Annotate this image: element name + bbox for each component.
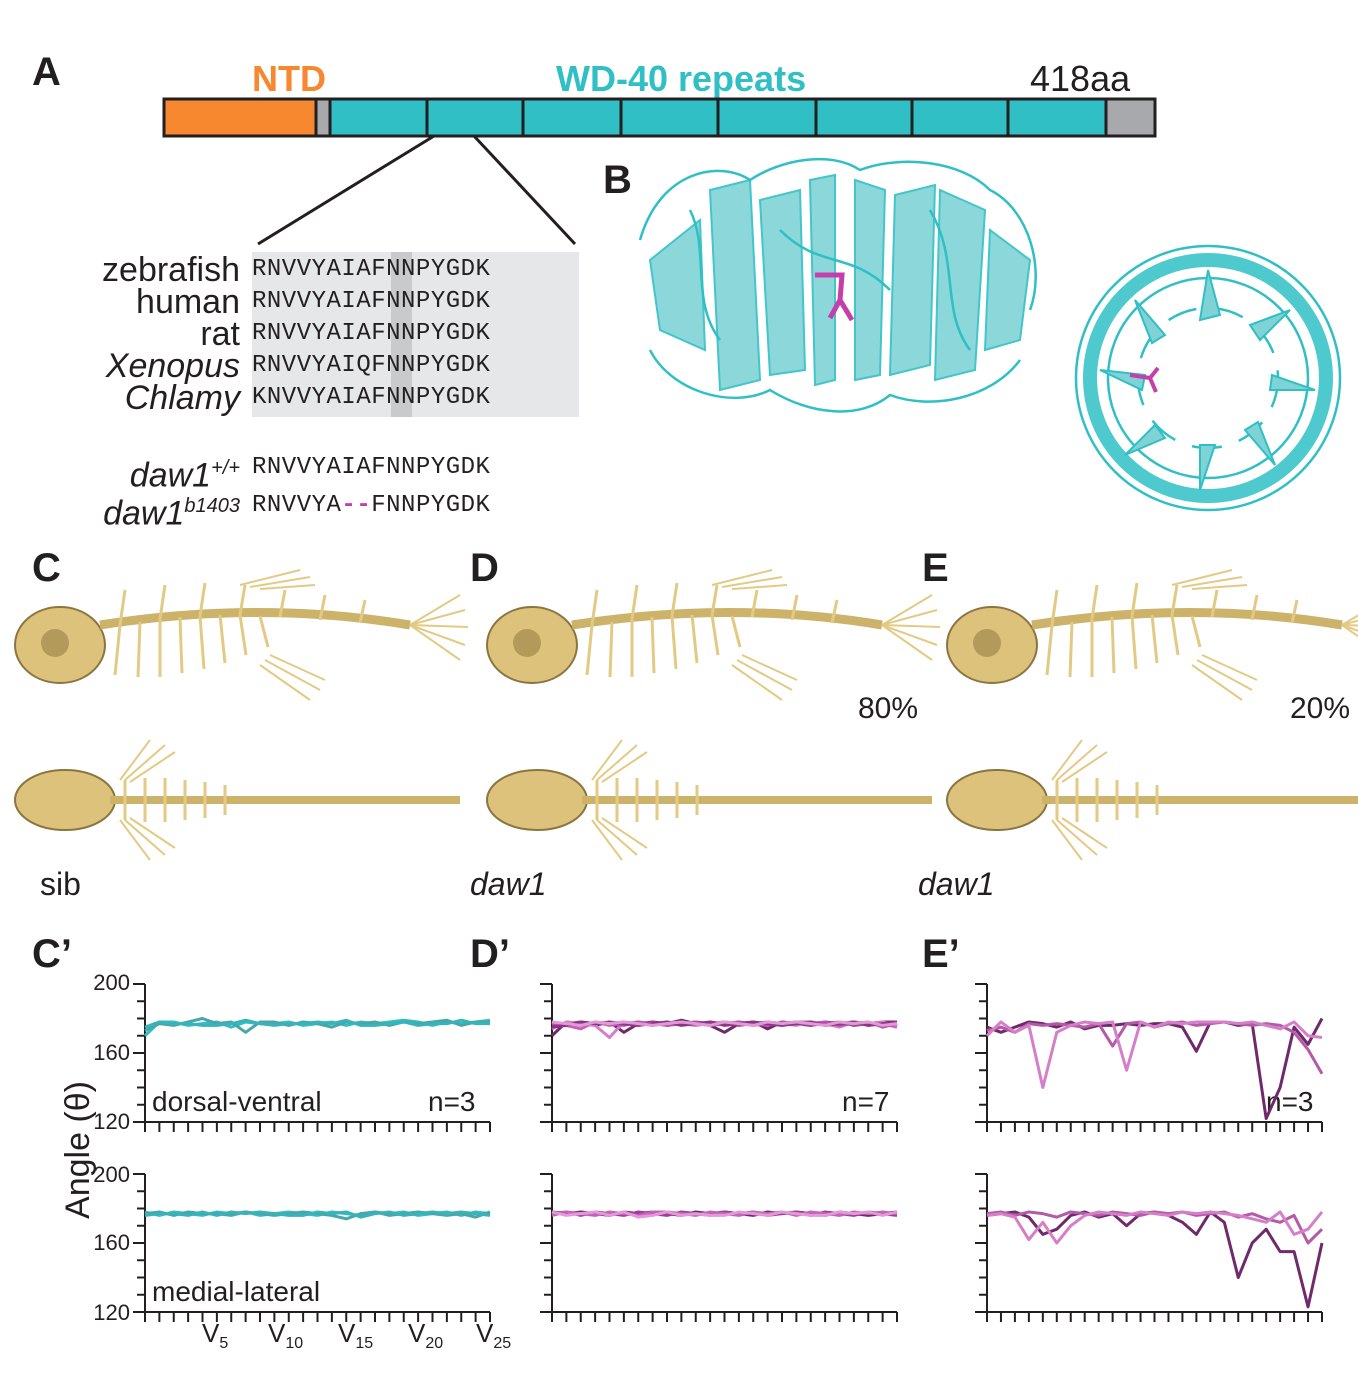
species-label: Chlamy: [124, 379, 240, 417]
protein-length-label: 418aa: [1030, 58, 1131, 99]
protein-structure-top-view: [1074, 244, 1342, 512]
genotype-label: daw1+/+: [10, 452, 240, 492]
wildtype-sequence: RNVVYAIAFNNPYGDK: [252, 454, 491, 481]
series-line-1: [144, 1017, 490, 1034]
d-percentage: 80%: [858, 692, 919, 725]
series-line-5: [551, 1020, 898, 1029]
row-label-dorsal-ventral: dorsal-ventral: [152, 1086, 322, 1117]
linker-domain: [316, 99, 330, 136]
series-line-2: [551, 1210, 898, 1217]
zoom-line-left: [257, 134, 435, 246]
allele-superscript: +/+: [211, 457, 240, 479]
x-tick-label-v25: V25: [476, 1318, 511, 1353]
species-label: zebrafish: [102, 251, 240, 289]
series-line-3: [551, 1210, 898, 1219]
ntd-domain: [164, 99, 316, 136]
gene-name: daw1: [103, 494, 185, 533]
y-tick-label: 160: [93, 1230, 130, 1255]
tick-sub: 25: [493, 1335, 512, 1353]
series-line-0: [986, 1017, 1324, 1121]
tick-main: V: [476, 1318, 494, 1348]
y-tick-label: 160: [93, 1040, 130, 1065]
series-line-2: [986, 1210, 1324, 1245]
species-label: human: [136, 283, 240, 321]
mutant-residue-side: [815, 272, 855, 322]
y-tick-label: 200: [93, 970, 130, 995]
panel-label-a: A: [32, 50, 61, 94]
x-tick-label-v20: V20: [408, 1318, 443, 1353]
tick-sub: 15: [355, 1335, 374, 1353]
zoom-line-right: [472, 134, 577, 246]
tick-main: V: [202, 1318, 220, 1348]
x-tick-label-v10: V10: [268, 1318, 303, 1353]
sequence: KNVVYAIAFNNPYGDK: [252, 384, 491, 411]
variable-column-shade: [391, 252, 412, 417]
y-tick-label: 200: [93, 1162, 130, 1187]
y-tick-label: 120: [93, 1109, 130, 1134]
y-tick-label: 120: [93, 1300, 130, 1325]
allele-superscript: b1403: [184, 495, 240, 517]
sequence: RNVVYAIAFNNPYGDK: [252, 256, 491, 283]
c-terminal-domain: [1106, 99, 1155, 136]
tick-sub: 10: [285, 1335, 304, 1353]
mutant-sequence: RNVVYA--FNNPYGDK: [252, 490, 490, 524]
n-label-c: n=3: [428, 1086, 476, 1117]
panel-label-c-prime: C’: [32, 932, 72, 976]
panel-label-e-prime: E’: [922, 932, 960, 976]
series-line-0: [986, 1210, 1324, 1309]
species-label: Xenopus: [105, 347, 240, 385]
tick-sub: 20: [425, 1335, 444, 1353]
e-genotype-label: daw1: [918, 866, 995, 902]
alignment-shade: [252, 252, 579, 417]
series-line-6: [551, 1020, 898, 1027]
d-genotype-label: daw1: [470, 866, 547, 902]
tick-sub: 5: [219, 1335, 229, 1353]
protein-structure-side-view: [638, 157, 1037, 413]
species-label: rat: [200, 315, 240, 353]
panel-label-d-prime: D’: [470, 932, 510, 976]
genotype-label: daw1b1403: [10, 490, 240, 530]
panel-label-b: B: [603, 158, 632, 202]
sequence: RNVVYAIAFNNPYGDK: [252, 288, 491, 315]
mutant-residue-top: [1129, 366, 1160, 393]
series-line-2: [985, 1020, 1323, 1089]
n-label-d: n=7: [842, 1086, 890, 1117]
x-tick-label-v5: V5: [202, 1318, 228, 1353]
mutant-alignment: daw1+/+ RNVVYAIAFNNPYGDK daw1b1403 RNVVY…: [10, 452, 491, 530]
series-line-1: [551, 1210, 898, 1217]
x-tick-label-v15: V15: [338, 1318, 373, 1353]
seq-part: RNVVYA: [252, 492, 342, 519]
series-line-2: [144, 1018, 490, 1029]
series-line-1: [986, 1210, 1324, 1245]
gene-name: daw1: [129, 456, 212, 495]
sequence: RNVVYAIAFNNPYGDK: [252, 320, 491, 347]
panel-label-d: D: [470, 546, 499, 590]
tick-main: V: [408, 1318, 426, 1348]
tick-main: V: [268, 1318, 286, 1348]
wd40-label: WD-40 repeats: [556, 58, 807, 99]
e-percentage: 20%: [1290, 692, 1351, 725]
panel-label-e: E: [922, 546, 949, 590]
tick-main: V: [338, 1318, 356, 1348]
sequence: RNVVYAIQFNNPYGDK: [252, 352, 491, 379]
row-label-medial-lateral: medial-lateral: [152, 1276, 321, 1307]
c-genotype-label: sib: [40, 866, 81, 902]
alignment-block: zebrafish RNVVYAIAFNNPYGDK human RNVVYAI…: [10, 251, 491, 417]
series-line-2: [144, 1210, 491, 1219]
domain-diagram: [162, 97, 1157, 246]
series-line-1: [144, 1210, 491, 1221]
panel-label-c: C: [32, 546, 61, 590]
ntd-label: NTD: [252, 58, 326, 99]
deletion-gap: --: [341, 492, 372, 519]
seq-part: FNNPYGDK: [371, 492, 491, 519]
